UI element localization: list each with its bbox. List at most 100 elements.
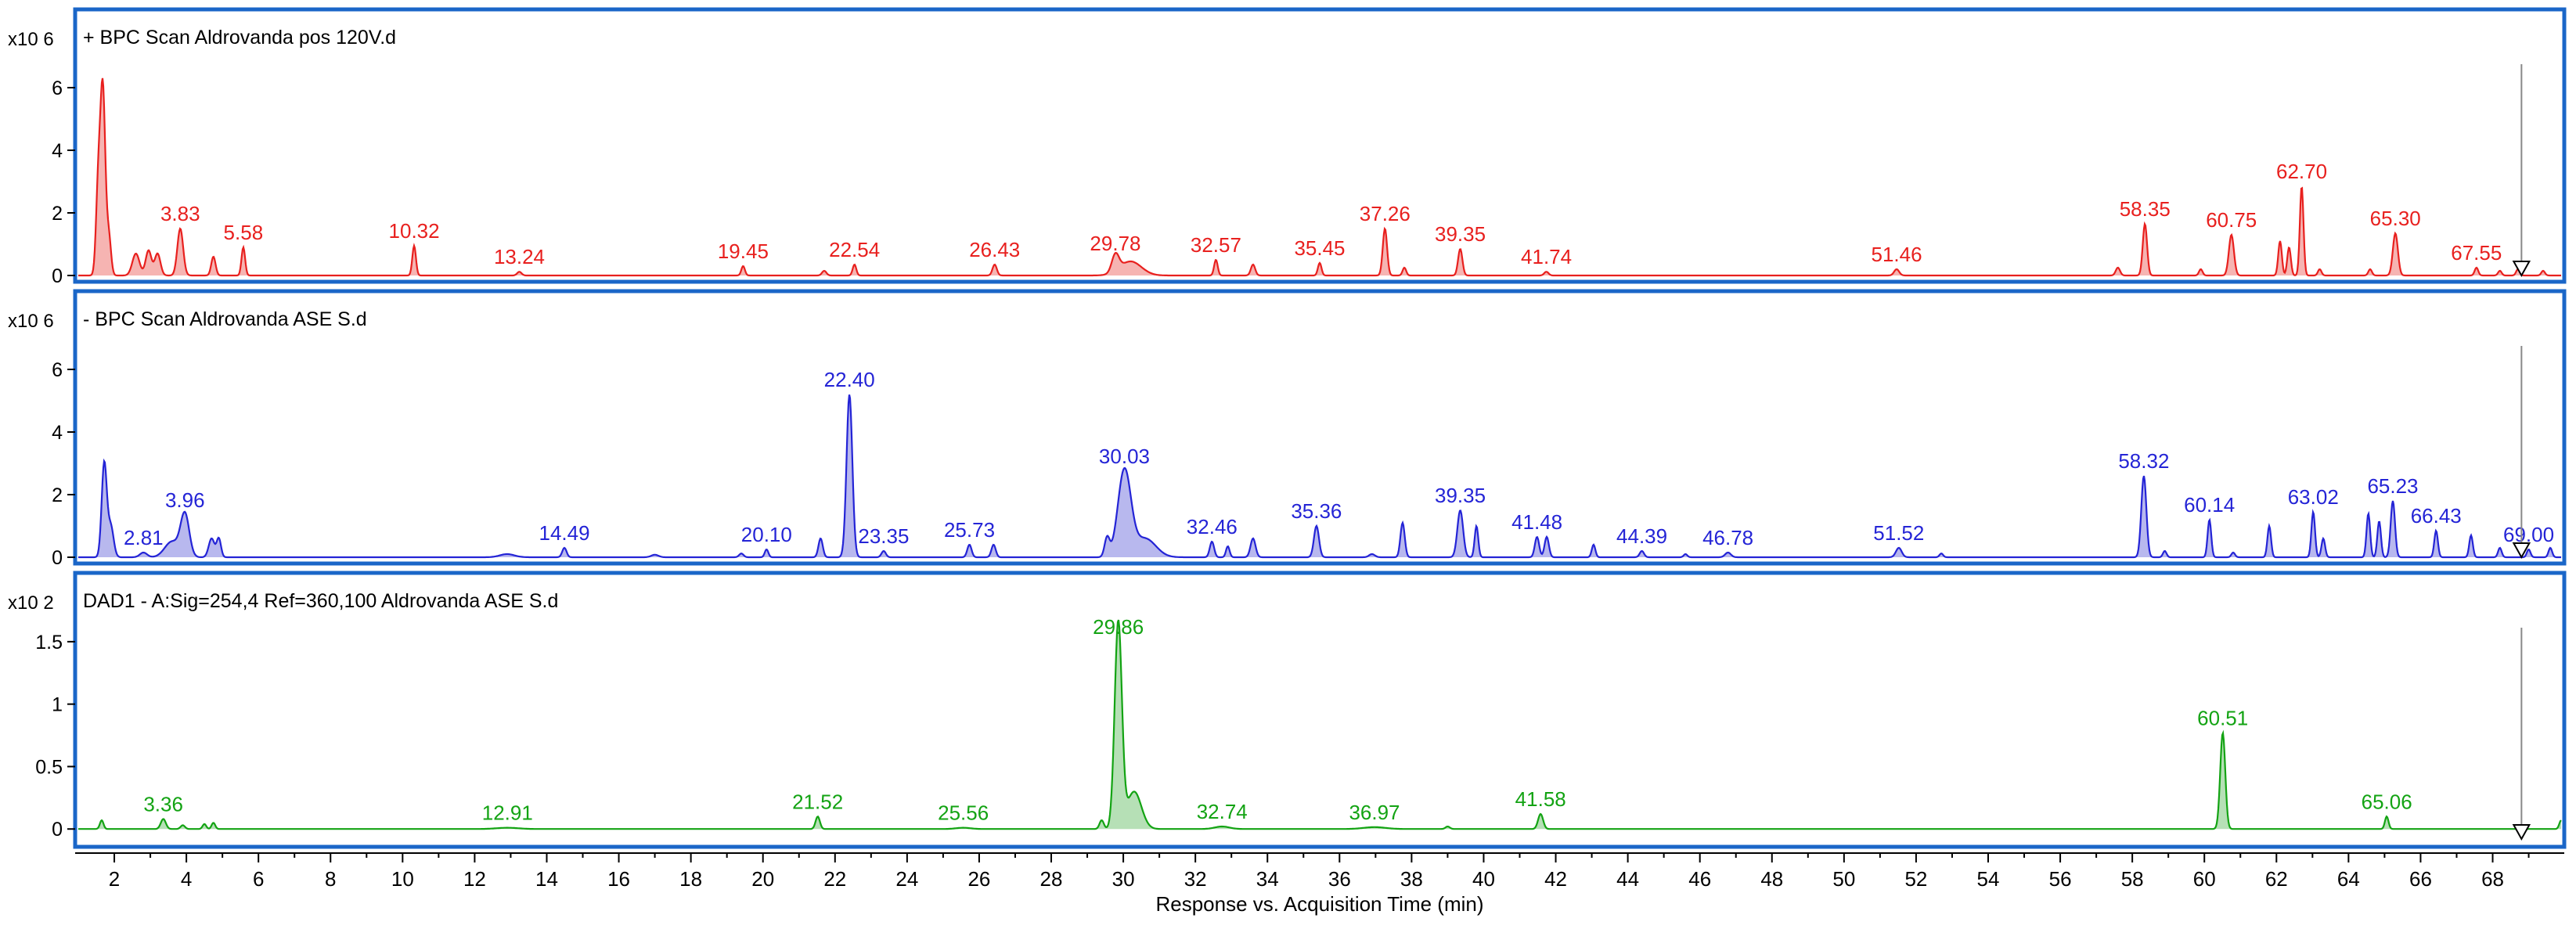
peak-label: 41.74 [1521,245,1572,268]
peak-label: 14.49 [539,521,590,545]
x-tick-label: 56 [2049,867,2072,891]
time-marker [2512,64,2531,278]
x-tick-label: 66 [2409,867,2432,891]
peak-label: 60.14 [2184,493,2235,517]
y-tick-label: 2 [52,203,63,225]
peak-label: 13.24 [494,245,545,268]
peak-label: 41.48 [1511,510,1562,534]
trace-group [78,619,2562,830]
peak-label: 35.36 [1291,499,1342,523]
scale-label: x10 6 [8,29,54,50]
peak-label: 62.70 [2276,160,2327,183]
y-tick-label: 4 [52,422,63,444]
peak-label: 29.78 [1090,232,1140,255]
y-axis: 0 2 4 6 [52,77,75,287]
chromatogram-trace [78,394,2561,559]
panel-dad: x10 2 DAD1 - A:Sig=254,4 Ref=360,100 Ald… [8,571,2567,849]
peak-label: 22.54 [829,238,880,261]
x-tick-label: 2 [109,867,120,891]
panel-title: DAD1 - A:Sig=254,4 Ref=360,100 Aldrovand… [83,590,558,612]
peak-labels: 3.36 12.91 21.52 25.56 29.86 32.74 36.97 41.58 6… [143,615,2412,825]
x-tick-label: 42 [1544,867,1567,891]
peak-label: 23.35 [858,524,909,548]
peak-label: 20.10 [741,523,792,546]
peak-label: 32.57 [1191,233,1241,257]
x-tick-label: 34 [1256,867,1279,891]
x-tick-label: 28 [1040,867,1063,891]
panel-bpc-neg: x10 6 - BPC Scan Aldrovanda ASE S.d 0246… [8,289,2567,569]
peak-label: 41.58 [1515,787,1566,811]
peak-label: 3.83 [160,202,200,225]
peak-label: 60.51 [2197,706,2248,729]
panel-frame [73,571,2567,849]
y-tick-label: 1 [52,694,63,716]
x-tick-label: 20 [751,867,774,891]
time-marker [2512,628,2531,841]
marker-triangle[interactable] [2512,261,2531,278]
time-marker [2512,346,2531,560]
y-tick-label: 0.5 [35,756,63,778]
peak-label: 32.46 [1187,515,1238,538]
peak-label: 21.52 [792,790,843,813]
peak-label: 65.30 [2370,207,2421,230]
peak-label: 19.45 [718,239,769,263]
scale-label: x10 2 [8,592,54,614]
y-tick-label: 1.5 [35,632,63,654]
x-tick-label: 8 [325,867,336,891]
peak-label: 37.26 [1360,202,1410,225]
x-tick-label: 50 [1832,867,1855,891]
x-tick-label: 6 [253,867,264,891]
peak-label: 51.52 [1873,521,1924,545]
peak-area-fill [78,394,2561,557]
y-tick-label: 6 [52,359,63,381]
x-tick-label: 14 [535,867,558,891]
marker-triangle[interactable] [2512,824,2531,841]
y-tick-label: 2 [52,484,63,506]
y-tick-label: 0 [52,547,63,569]
trace-group [78,394,2561,559]
x-tick-label: 36 [1328,867,1351,891]
x-tick-label: 24 [895,867,918,891]
peak-label: 22.40 [824,368,875,391]
peak-labels: 3.83 5.58 10.32 13.24 19.45 22.54 26.43 29.78 32… [160,160,2502,268]
panel-frame [73,7,2567,284]
peak-label: 67.55 [2451,241,2502,265]
peak-label: 39.35 [1435,222,1486,246]
x-tick-label: 30 [1112,867,1135,891]
peak-label: 58.32 [2118,449,2169,473]
x-tick-label: 54 [1977,867,2000,891]
peak-label: 44.39 [1616,524,1667,548]
x-tick-label: 60 [2193,867,2216,891]
x-tick-label: 4 [181,867,192,891]
y-tick-label: 0 [52,819,63,841]
peak-label: 5.58 [224,221,264,244]
chromatogram-trace [78,619,2562,830]
peak-label: 29.86 [1093,615,1144,639]
peak-label: 65.23 [2367,474,2418,498]
x-tick-label: 62 [2265,867,2288,891]
y-tick-label: 0 [52,265,63,287]
x-tick-label: 48 [1760,867,1783,891]
peak-labels: 2.813.96 14.49 20.10 22.40 23.35 25.73 30.03 32… [124,368,2554,549]
peak-label: 63.02 [2288,485,2339,509]
panel-bpc-pos: x10 6 + BPC Scan Aldrovanda pos 120V.d 0… [8,7,2567,287]
x-tick-label: 58 [2121,867,2144,891]
marker-triangle[interactable] [2512,542,2531,560]
peak-label: 30.03 [1099,445,1150,468]
x-tick-label: 52 [1904,867,1927,891]
peak-label: 46.78 [1702,526,1753,549]
x-tick-label: 12 [463,867,486,891]
x-tick-label: 44 [1616,867,1639,891]
peak-label: 58.35 [2120,197,2171,221]
x-tick-label: 40 [1472,867,1495,891]
peak-label: 35.45 [1294,236,1345,260]
peak-label: 3.36 [143,792,183,816]
peak-label: 10.32 [389,219,440,243]
x-axis: 2 4 6 8 10 12 14 16 18 20 22 24 26 28 30 32 34 36 38 40 42 44… [75,852,2564,916]
trace-group [78,77,2561,277]
x-tick-label: 18 [679,867,702,891]
peak-label: 2.81 [124,526,164,549]
x-tick-label: 38 [1400,867,1423,891]
